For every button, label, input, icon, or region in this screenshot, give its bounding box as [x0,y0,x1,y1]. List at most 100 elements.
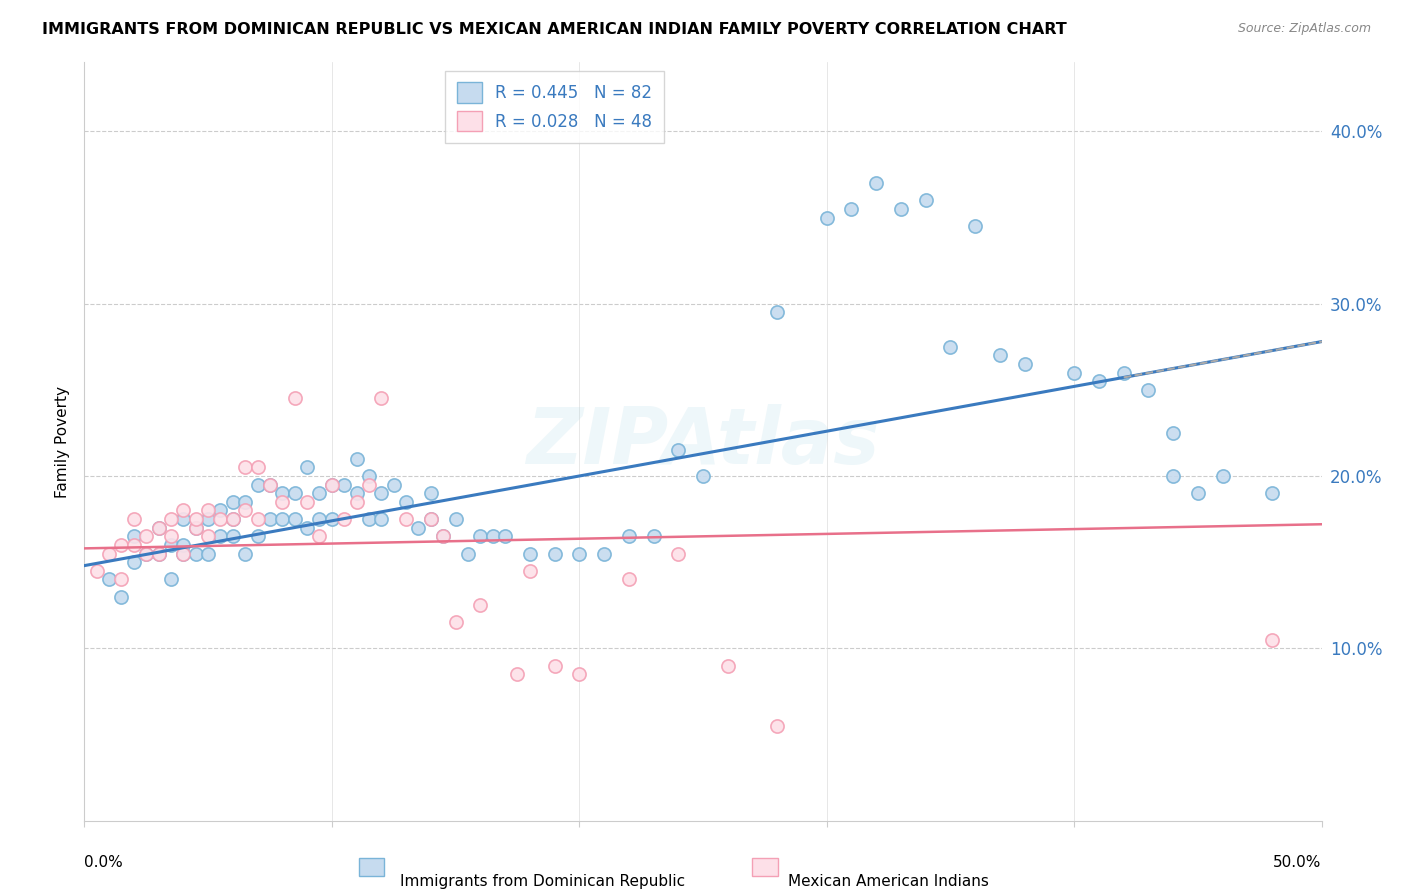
Point [110,538,132,552]
Point [160,573,183,587]
Point [122,555,145,569]
Point [481,529,503,543]
Point [506,667,529,681]
Point [295,460,318,475]
Point [965,219,987,234]
Point [148,521,170,535]
Point [184,512,207,526]
Point [122,529,145,543]
Point [284,512,307,526]
Point [308,486,330,500]
Point [295,495,318,509]
Point [643,529,665,543]
Point [568,667,591,681]
Text: Mexican American Indians: Mexican American Indians [789,874,988,888]
Point [382,477,405,491]
Point [172,547,194,561]
Point [370,392,392,406]
Point [172,503,194,517]
Point [408,521,430,535]
Point [617,573,640,587]
Point [593,547,616,561]
Point [865,176,887,190]
Point [259,477,281,491]
Point [470,599,492,613]
Point [135,547,157,561]
Point [135,529,157,543]
Point [346,451,368,466]
Point [148,547,170,561]
Point [1088,374,1111,388]
Point [1014,357,1036,371]
Point [939,340,962,354]
Point [395,512,418,526]
Point [184,521,207,535]
Point [259,512,281,526]
Point [321,477,343,491]
Point [172,538,194,552]
Point [1161,469,1184,483]
Point [160,512,183,526]
Point [444,512,467,526]
Point [222,495,245,509]
Point [432,529,454,543]
Point [370,486,392,500]
Point [172,512,194,526]
Point [841,202,863,216]
Point [197,547,219,561]
Point [1137,383,1160,397]
Point [666,443,689,458]
Point [222,529,245,543]
Point [568,547,591,561]
Point [184,521,207,535]
Point [197,529,219,543]
Point [98,547,121,561]
Point [333,512,356,526]
Point [172,547,194,561]
Point [494,529,516,543]
Point [419,512,441,526]
Point [284,486,307,500]
Point [271,495,294,509]
Point [346,486,368,500]
Point [184,547,207,561]
Point [160,538,183,552]
Point [1261,632,1284,647]
Point [444,615,467,630]
Point [233,547,256,561]
Point [357,469,380,483]
Point [209,512,232,526]
Point [357,477,380,491]
Point [519,564,541,578]
Point [233,503,256,517]
Point [321,477,343,491]
Point [1112,366,1135,380]
Point [284,392,307,406]
Text: Source: ZipAtlas.com: Source: ZipAtlas.com [1237,22,1371,36]
Point [692,469,714,483]
Point [617,529,640,543]
Point [160,529,183,543]
Legend: R = 0.445   N = 82, R = 0.028   N = 48: R = 0.445 N = 82, R = 0.028 N = 48 [446,70,664,143]
Point [432,529,454,543]
Y-axis label: Family Poverty: Family Poverty [55,385,70,498]
Point [233,460,256,475]
Point [86,564,108,578]
Point [209,529,232,543]
Point [271,486,294,500]
Point [222,512,245,526]
Point [1212,469,1234,483]
Point [98,573,121,587]
Text: ZIPAtlas: ZIPAtlas [526,403,880,480]
Point [543,547,565,561]
Point [988,348,1011,362]
Text: 50.0%: 50.0% [1274,855,1322,870]
Point [209,503,232,517]
Point [543,658,565,673]
Point [197,503,219,517]
Point [357,512,380,526]
Point [1261,486,1284,500]
Text: IMMIGRANTS FROM DOMINICAN REPUBLIC VS MEXICAN AMERICAN INDIAN FAMILY POVERTY COR: IMMIGRANTS FROM DOMINICAN REPUBLIC VS ME… [42,22,1067,37]
Point [1161,425,1184,440]
Point [246,529,269,543]
